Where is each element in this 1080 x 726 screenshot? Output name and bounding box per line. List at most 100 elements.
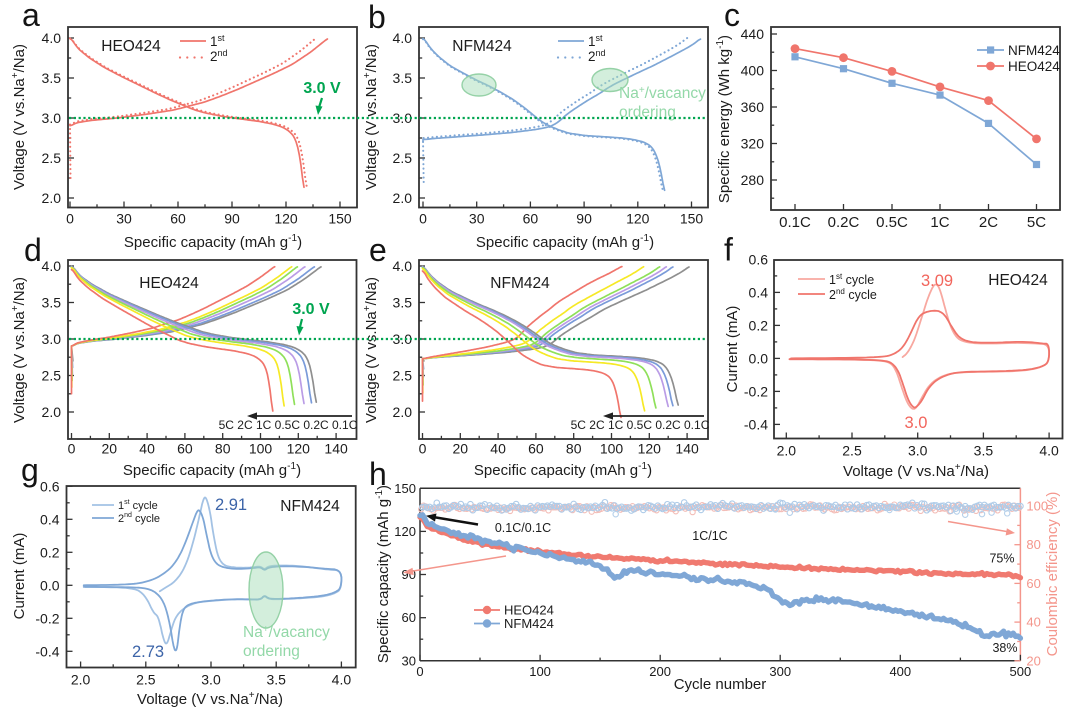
- svg-text:3.0: 3.0: [42, 110, 62, 126]
- svg-text:Voltage (V vs.Na+/Na): Voltage (V vs.Na+/Na): [10, 277, 28, 423]
- svg-text:0: 0: [419, 441, 427, 457]
- svg-text:HEO424: HEO424: [988, 272, 1048, 289]
- svg-text:40: 40: [139, 441, 155, 457]
- svg-text:-0.4: -0.4: [35, 643, 59, 659]
- svg-text:1C/1C: 1C/1C: [692, 529, 727, 543]
- svg-text:0.0: 0.0: [40, 577, 60, 593]
- svg-text:360: 360: [741, 99, 765, 115]
- svg-text:320: 320: [741, 136, 765, 152]
- svg-text:-0.2: -0.2: [35, 610, 59, 626]
- svg-text:3.0 V: 3.0 V: [303, 80, 341, 97]
- svg-text:4.0: 4.0: [42, 258, 62, 274]
- svg-text:f: f: [724, 232, 733, 268]
- svg-text:2.0: 2.0: [42, 404, 62, 420]
- svg-text:2.5: 2.5: [136, 672, 156, 688]
- svg-text:20: 20: [102, 441, 118, 457]
- svg-text:3.0: 3.0: [201, 672, 221, 688]
- svg-text:1C: 1C: [930, 214, 949, 231]
- svg-text:80: 80: [215, 441, 231, 457]
- svg-text:Voltage (V vs.Na+/Na): Voltage (V vs.Na+/Na): [362, 44, 380, 190]
- svg-text:30: 30: [469, 211, 485, 227]
- svg-text:3.0: 3.0: [905, 414, 928, 432]
- svg-text:3.0 V: 3.0 V: [292, 301, 330, 318]
- svg-text:HEO424: HEO424: [504, 603, 554, 618]
- svg-text:0: 0: [419, 211, 427, 227]
- svg-text:ordering: ordering: [243, 643, 300, 660]
- svg-text:Voltage (V vs.Na+/Na): Voltage (V vs.Na+/Na): [843, 462, 989, 480]
- svg-text:100: 100: [529, 664, 551, 679]
- svg-text:5C: 5C: [1027, 214, 1046, 231]
- svg-text:0.4: 0.4: [749, 284, 769, 300]
- svg-text:120: 120: [626, 211, 650, 227]
- svg-text:e: e: [369, 232, 387, 268]
- svg-text:d: d: [24, 232, 42, 268]
- svg-text:2.5: 2.5: [42, 368, 62, 384]
- svg-text:Specific capacity (mAh g-1): Specific capacity (mAh g-1): [476, 233, 654, 251]
- svg-text:3.5: 3.5: [393, 295, 413, 311]
- svg-text:0.2: 0.2: [40, 544, 60, 560]
- svg-text:150: 150: [394, 481, 416, 496]
- svg-text:500: 500: [1010, 664, 1032, 679]
- svg-text:5C 2C 1C 0.5C 0.2C 0.1C: 5C 2C 1C 0.5C 0.2C 0.1C: [571, 418, 710, 432]
- svg-text:80: 80: [1026, 537, 1040, 552]
- svg-text:3.0: 3.0: [908, 443, 928, 459]
- svg-text:b: b: [368, 0, 386, 35]
- svg-text:Voltage (V vs.Na+/Na): Voltage (V vs.Na+/Na): [362, 277, 380, 423]
- svg-text:0: 0: [66, 211, 74, 227]
- svg-text:120: 120: [287, 441, 311, 457]
- svg-text:0.4: 0.4: [40, 511, 60, 527]
- svg-text:4.0: 4.0: [1039, 443, 1059, 459]
- svg-text:Specific energy (Wh kg-1): Specific energy (Wh kg-1): [715, 35, 733, 203]
- svg-text:4.0: 4.0: [42, 30, 62, 46]
- svg-text:120: 120: [274, 211, 298, 227]
- svg-text:c: c: [724, 0, 740, 33]
- svg-text:HEO424: HEO424: [101, 38, 161, 55]
- svg-text:Na+/vacancy: Na+/vacancy: [243, 624, 330, 641]
- svg-text:150: 150: [328, 211, 352, 227]
- svg-text:60: 60: [177, 441, 193, 457]
- svg-text:80: 80: [566, 441, 582, 457]
- svg-text:2.5: 2.5: [842, 443, 862, 459]
- svg-text:3.09: 3.09: [921, 272, 953, 290]
- svg-text:0.6: 0.6: [40, 478, 60, 494]
- svg-text:60: 60: [402, 610, 416, 625]
- svg-text:280: 280: [741, 172, 765, 188]
- svg-text:g: g: [21, 452, 39, 488]
- svg-text:5C 2C 1C 0.5C 0.2C 0.1C: 5C 2C 1C 0.5C 0.2C 0.1C: [219, 418, 358, 432]
- svg-text:0: 0: [416, 664, 423, 679]
- svg-text:Specific capacity (mAh g-1): Specific capacity (mAh g-1): [474, 461, 652, 479]
- svg-text:2.5: 2.5: [393, 368, 413, 384]
- svg-text:0: 0: [68, 441, 76, 457]
- svg-text:2.0: 2.0: [42, 190, 62, 206]
- svg-text:NFM424: NFM424: [490, 275, 550, 292]
- svg-text:0.1C/0.1C: 0.1C/0.1C: [495, 521, 551, 535]
- svg-text:0.2C: 0.2C: [828, 214, 860, 231]
- svg-text:60: 60: [523, 211, 539, 227]
- svg-text:h: h: [369, 456, 387, 492]
- svg-text:2.0: 2.0: [393, 190, 413, 206]
- svg-text:90: 90: [576, 211, 592, 227]
- svg-text:Coulombic efficiency (%): Coulombic efficiency (%): [1044, 492, 1061, 657]
- svg-text:20: 20: [453, 441, 469, 457]
- svg-text:HEO424: HEO424: [139, 275, 199, 292]
- svg-text:2C: 2C: [979, 214, 998, 231]
- svg-text:-0.2: -0.2: [744, 383, 768, 399]
- svg-text:2.0: 2.0: [393, 404, 413, 420]
- svg-text:Cycle number: Cycle number: [674, 676, 767, 693]
- svg-text:0.1C: 0.1C: [779, 214, 811, 231]
- svg-text:120: 120: [638, 441, 662, 457]
- svg-text:2.5: 2.5: [393, 150, 413, 166]
- svg-text:38%: 38%: [992, 641, 1017, 655]
- svg-text:90: 90: [224, 211, 240, 227]
- svg-text:Specific capacity (mAh g-1): Specific capacity (mAh g-1): [124, 233, 302, 251]
- svg-text:440: 440: [741, 26, 765, 42]
- svg-text:Specific capacity (mAh g-1): Specific capacity (mAh g-1): [374, 485, 392, 663]
- svg-text:100: 100: [600, 441, 624, 457]
- svg-text:90: 90: [402, 567, 416, 582]
- svg-text:2.73: 2.73: [132, 643, 164, 661]
- svg-text:4.0: 4.0: [393, 30, 413, 46]
- svg-text:0.0: 0.0: [749, 350, 769, 366]
- svg-text:2.0: 2.0: [777, 443, 797, 459]
- svg-text:400: 400: [889, 664, 911, 679]
- svg-text:150: 150: [680, 211, 704, 227]
